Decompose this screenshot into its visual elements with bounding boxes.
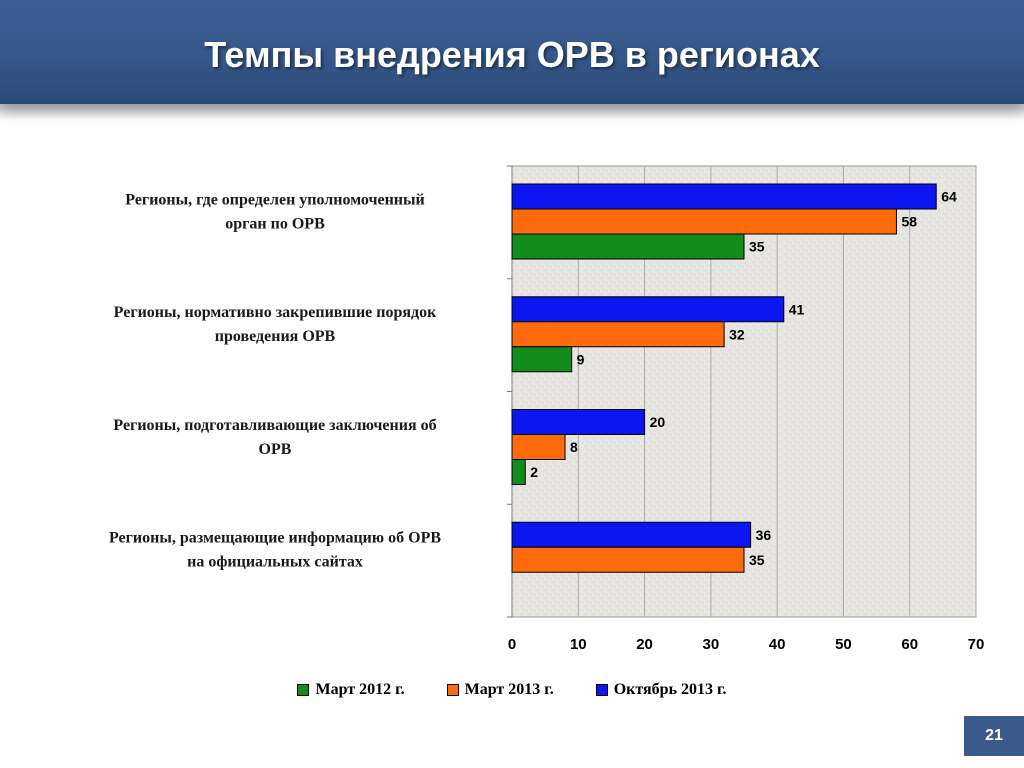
bar	[511, 183, 937, 210]
category-label: Регионы, где определен уполномоченный	[125, 191, 424, 208]
legend-label: Март 2012 г.	[315, 681, 405, 698]
category-label: ОРВ	[259, 441, 292, 458]
legend-item: Март 2013 г.	[446, 678, 554, 702]
legend-label: Октябрь 2013 г.	[613, 681, 727, 698]
category-label: Регионы, размещающие информацию об ОРВ	[109, 530, 441, 547]
bar	[511, 321, 725, 348]
bar	[511, 546, 745, 573]
x-tick-label: 0	[508, 636, 516, 653]
title-bar	[0, 0, 1024, 120]
category-label: на официальных сайтах	[187, 554, 363, 571]
bar-value-label: 35	[749, 552, 765, 568]
x-tick-label: 60	[901, 636, 918, 653]
bar	[511, 233, 745, 260]
category-label: Регионы, подготавливающие заключения об	[113, 417, 436, 434]
bar-value-label: 58	[901, 214, 917, 230]
bar-value-label: 35	[749, 239, 765, 255]
bar-value-label: 32	[729, 326, 745, 342]
legend-label: Март 2013 г.	[464, 681, 554, 698]
slide-title: Темпы внедрения ОРВ в регионах	[204, 34, 820, 75]
legend-swatch	[595, 684, 608, 696]
bar	[511, 296, 785, 323]
x-tick-label: 50	[835, 636, 852, 653]
x-tick-label: 30	[703, 636, 720, 653]
legend-item: Март 2012 г.	[297, 678, 405, 702]
x-tick-label: 20	[636, 636, 653, 653]
bar	[511, 434, 566, 460]
x-tick-label: 10	[570, 636, 587, 653]
bar-value-label: 9	[577, 351, 585, 367]
bar	[511, 521, 752, 548]
legend-swatch	[297, 684, 310, 696]
x-tick-label: 70	[968, 636, 985, 653]
chart-legend: Март 2012 г. Март 2013 г. Октябрь 2013 г.	[0, 678, 1024, 702]
x-tick-label: 40	[769, 636, 786, 653]
bar	[511, 208, 897, 235]
bar-value-label: 8	[570, 439, 578, 455]
page-number: 21	[964, 716, 1024, 756]
bar	[511, 459, 526, 485]
bar	[511, 346, 573, 373]
bar-value-label: 20	[650, 414, 666, 430]
category-label: проведения ОРВ	[215, 328, 336, 345]
bar-value-label: 2	[530, 464, 538, 480]
legend-swatch	[446, 684, 459, 696]
category-label: орган по ОРВ	[225, 215, 325, 232]
bar-chart: 0 10 20 30 40 50 60 70 64 58 35 Регионы, где опреде…	[109, 165, 985, 653]
bar-value-label: 41	[789, 301, 805, 317]
bar-value-label: 64	[941, 189, 957, 205]
bar	[511, 409, 646, 435]
legend-item: Октябрь 2013 г.	[595, 678, 727, 702]
category-label: Регионы, нормативно закрепившие порядок	[114, 304, 437, 321]
bar-value-label: 36	[756, 527, 772, 543]
